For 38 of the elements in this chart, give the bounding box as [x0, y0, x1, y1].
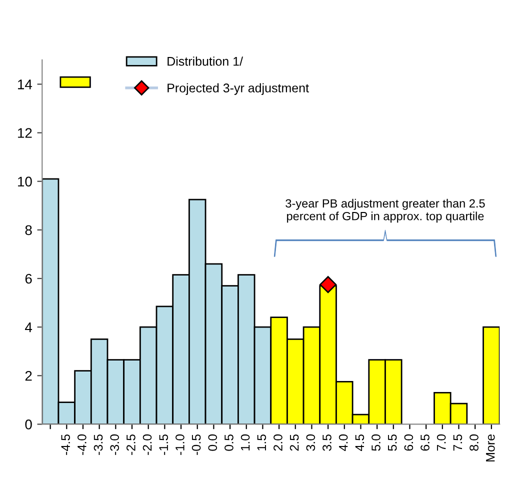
x-tick-label: -4.0	[77, 434, 86, 455]
x-tick-label: 4.5	[355, 434, 364, 452]
y-tick-label: 0	[25, 420, 32, 430]
x-tick-label: 8.0	[470, 434, 478, 451]
y-tick-label: 2	[25, 370, 32, 381]
x-tick-label: -4.5	[61, 434, 70, 455]
x-tick-label: -2.5	[126, 434, 136, 455]
x-tick-label: -3.0	[110, 434, 120, 455]
x-tick-label: 4.0	[338, 434, 348, 452]
x-tick-label: 6.0	[404, 434, 414, 451]
x-tick-label: 0.0	[208, 434, 218, 451]
x-tick-label: -2.0	[142, 434, 152, 455]
x-tick-label: 0.5	[224, 434, 234, 451]
legend-label: Projected 3-yr adjustment	[168, 83, 309, 95]
y-tick-label: 10	[18, 176, 32, 187]
x-tick-label: 3.5	[322, 434, 332, 451]
x-tick-label: 5.0	[372, 434, 380, 451]
x-tick-label: 5.5	[388, 434, 397, 451]
annotation: 3-year PB adjustment greater than 2.5 percent of GDP in approx. top quartile	[286, 198, 485, 223]
x-tick-label: 7.5	[453, 434, 462, 451]
x-tick-label: 2.5	[290, 434, 299, 451]
x-tick-label: -1.0	[176, 434, 184, 455]
y-tick-label: 6	[25, 274, 32, 284]
x-tick-label: 7.0	[436, 434, 446, 451]
x-tick-label: 2.0	[274, 434, 282, 451]
y-tick-label: 8	[25, 225, 32, 236]
x-tick-label: 6.5	[420, 434, 430, 451]
y-tick-label: 4	[25, 322, 32, 332]
x-tick-label: 1.5	[257, 434, 266, 450]
x-tick-label: More	[486, 434, 495, 462]
x-tick-label: -0.5	[192, 434, 201, 455]
x-tick-label: -1.5	[159, 434, 168, 455]
x-tick-label: -3.5	[94, 434, 103, 455]
y-tick-label: 14	[18, 80, 32, 90]
y-tick-label: 12	[18, 128, 32, 138]
legend-label: Distribution 1/	[168, 56, 244, 66]
x-tick-label: 3.0	[306, 434, 316, 451]
x-tick-label: 1.0	[240, 434, 250, 450]
